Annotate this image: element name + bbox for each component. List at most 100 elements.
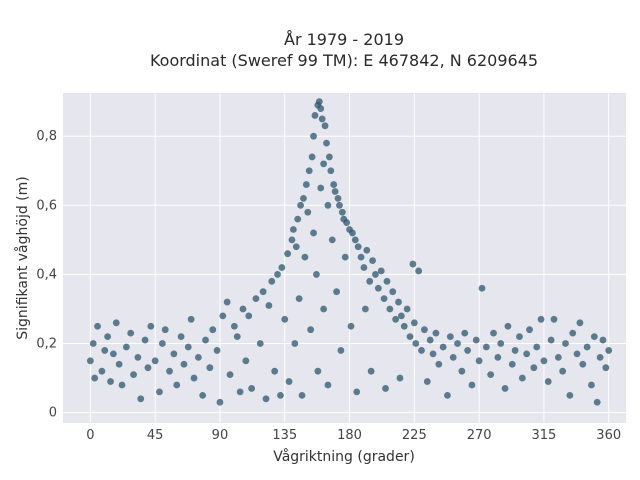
data-point [380,295,388,303]
data-point [98,367,106,375]
data-point [523,350,531,358]
data-point [170,350,178,358]
data-point [184,343,192,351]
data-point [409,260,417,268]
data-point [104,333,112,341]
data-point [320,160,328,168]
data-point [336,201,343,209]
data-point [311,112,319,119]
x-tick-label: 315 [532,428,557,443]
data-point [166,367,173,375]
data-point [458,367,466,375]
data-point [596,353,604,361]
data-point [324,381,332,389]
data-point [338,208,346,216]
data-point [91,374,99,382]
data-point [115,360,123,368]
data-point [301,253,309,261]
data-point [554,353,562,361]
data-point [494,353,502,361]
data-point [369,257,376,264]
tick-labels: 0 45 90 135 180 225 270 315 360 0 0,2 0,4 0,6 0,8 [36,129,621,443]
data-point [173,381,181,389]
data-point [372,271,379,278]
data-point [415,267,423,275]
data-point [454,340,461,347]
data-point [256,340,264,347]
data-point [353,388,361,396]
data-point [112,319,120,327]
data-point [593,398,601,406]
data-point [599,336,607,344]
data-point [406,333,414,341]
data-point [209,326,217,334]
data-point [475,357,483,365]
data-point [330,181,338,188]
x-tick-label: 180 [337,428,362,443]
data-point [239,305,247,313]
data-point [242,357,250,365]
data-point [337,347,345,354]
data-point [180,360,188,368]
data-point [223,298,231,306]
data-point [127,329,135,337]
data-point [334,194,342,202]
data-point [461,329,469,337]
chart-title-line-2: Koordinat (Sweref 99 TM): E 467842, N 62… [150,51,538,70]
data-point [472,336,480,344]
data-point [569,329,577,337]
data-point [590,333,598,341]
data-point [230,322,238,330]
y-tick-label: 0 [49,406,57,421]
data-point [540,357,548,365]
y-axis-title: Signifikant våghöjd (m) [14,176,31,339]
data-point [389,288,397,296]
data-point [284,250,292,258]
data-point [446,333,454,341]
data-point [449,353,457,361]
data-point [107,378,114,385]
data-point [147,322,155,330]
data-point [410,319,418,327]
data-point [310,229,317,237]
x-axis-title: Vågriktning (grader) [273,448,415,465]
data-point [216,398,224,406]
data-point [397,312,405,320]
data-point [573,350,581,358]
data-point [321,122,329,130]
data-point [482,343,490,351]
data-point [161,326,169,334]
data-point [141,336,149,344]
data-point [206,364,214,372]
data-point [377,267,385,275]
data-point [392,315,400,323]
data-point [396,374,404,382]
data-point [86,357,94,365]
data-point [109,350,117,358]
data-point [219,312,227,320]
data-point [559,367,567,375]
data-point [468,381,476,389]
data-point [294,215,302,223]
data-point [274,271,281,278]
data-point [314,367,322,375]
data-point [94,322,101,330]
data-point [533,343,541,351]
data-point [351,236,359,244]
data-point [511,347,519,354]
data-point [328,236,336,244]
x-tick-label: 90 [212,428,229,443]
data-point [327,167,335,175]
data-point [349,229,356,237]
data-point [366,277,374,285]
data-point [412,340,420,347]
data-point [315,98,323,106]
data-point [151,357,159,365]
data-point [583,343,591,351]
y-tick-label: 0,4 [36,267,57,282]
data-point [313,271,320,278]
data-point [423,378,431,385]
data-point [429,350,437,358]
data-point [361,305,369,313]
data-point [320,305,328,313]
